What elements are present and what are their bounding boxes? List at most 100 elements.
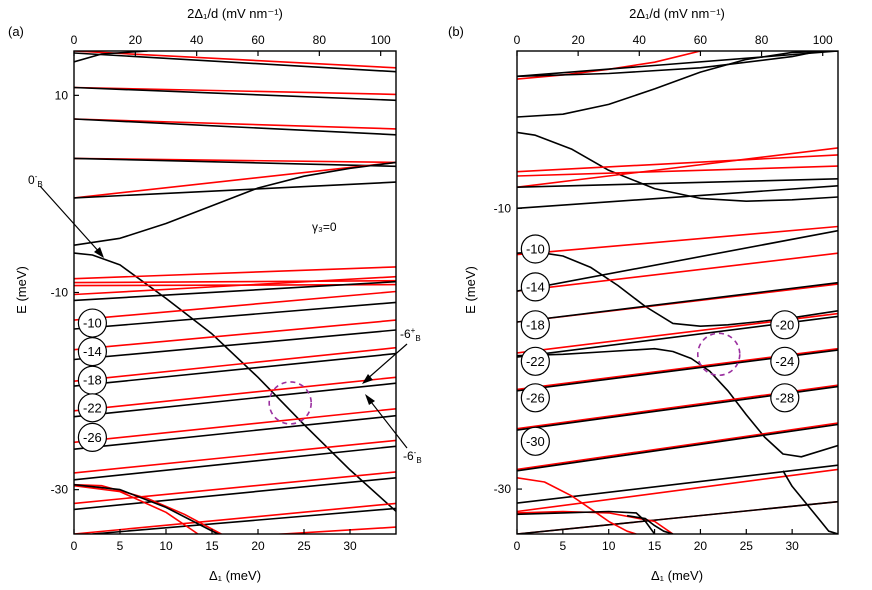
panel-a-x2tick-label: 100 — [371, 33, 391, 47]
panel-a-xtick-label: 30 — [343, 539, 357, 553]
panel-b-tag: (b) — [448, 24, 464, 39]
panel-b-x2tick-label: 100 — [813, 33, 833, 47]
panel-b-series-black-8 — [517, 178, 838, 188]
state-label-text: -18 — [83, 373, 102, 388]
panel-a-series-group — [74, 51, 396, 534]
panel-b-series-black-17 — [517, 347, 838, 458]
panel-a-series-red-32 — [74, 502, 396, 534]
panel-a-left-axis-label: E (meV) — [14, 266, 29, 314]
state-label-minus-22: -22 — [77, 393, 108, 423]
state-label-text: -18 — [526, 317, 545, 332]
panel-a-series-black-17 — [74, 280, 396, 302]
panel-a-series-black-2 — [74, 52, 396, 73]
panel-b-highlight-circle — [696, 332, 741, 377]
panel-a: (a) 2Δ₁/d (mV nm⁻¹) Δ₁ (meV) E (meV) γ₃=… — [8, 6, 422, 583]
panel-a-series-black-19 — [74, 301, 396, 330]
panel-b-series-black-9 — [517, 185, 838, 210]
panel-b-series-red-30 — [517, 510, 674, 534]
panel-a-gamma-annotation: γ₃=0 — [312, 220, 337, 234]
panel-a-ytick-label: 10 — [55, 88, 69, 102]
state-label-minus-14: -14 — [77, 337, 108, 367]
panel-a-frame — [73, 50, 397, 535]
state-label-text: -30 — [526, 434, 545, 449]
panel-b-x2tick-label: 0 — [514, 33, 521, 47]
panel-a-top-axis-label: 2Δ₁/d (mV nm⁻¹) — [187, 6, 283, 21]
panel-b-series-black-3 — [517, 51, 838, 118]
panel-a-series-red-14 — [74, 279, 396, 284]
panel-b-xtick-label: 10 — [602, 539, 616, 553]
state-label-minus-18: -18 — [520, 310, 550, 340]
panel-a-series-red-35 — [74, 483, 223, 534]
state-label-circle — [520, 310, 550, 340]
panel-a-series-black-21 — [74, 329, 396, 361]
panel-a-series-red-30 — [74, 471, 396, 505]
state-label-circle — [770, 383, 800, 413]
panel-a-series-red-13 — [74, 266, 396, 280]
panel-a-series-red-5 — [74, 118, 396, 130]
panel-a-xtick-label: 20 — [251, 539, 265, 553]
panel-b-ytick-label: -10 — [494, 201, 512, 215]
label-6plus-b: -6+B — [400, 326, 421, 343]
panel-a-series-red-16 — [74, 275, 396, 296]
state-label-minus-10: -10 — [520, 234, 550, 264]
panel-a-series-black-23 — [74, 352, 396, 387]
state-label-text: -22 — [83, 400, 102, 415]
state-label-text: -20 — [775, 317, 794, 332]
state-label-text: -26 — [83, 430, 102, 445]
arrow-0minus-b — [39, 185, 104, 258]
state-label-minus-24: -24 — [770, 346, 800, 376]
panel-a-series-red-34 — [270, 526, 396, 534]
panel-b-series-black-2 — [517, 51, 838, 78]
state-label-text: -10 — [83, 316, 102, 331]
state-label-circle — [77, 422, 108, 452]
state-label-minus-20: -20 — [770, 310, 800, 340]
state-label-text: -22 — [526, 354, 545, 369]
panel-a-state-labels: -10 -14 -18 -22 -26 — [77, 308, 108, 452]
panel-b-series-red-29 — [517, 477, 637, 534]
panel-a-x2tick-label: 40 — [190, 33, 204, 47]
label-0minus-b: 0-B — [28, 172, 43, 189]
panel-b-bottom-axis-label: Δ₁ (meV) — [651, 568, 703, 583]
panel-b-series-black-33 — [782, 470, 838, 534]
panel-b-series-black-11 — [517, 251, 838, 328]
panel-b-x2tick-label: 60 — [694, 33, 708, 47]
arrow-6minus-b — [365, 394, 408, 449]
state-label-circle — [520, 383, 550, 413]
panel-b-series-black-1 — [517, 51, 838, 78]
panel-a-xtick-label: 25 — [297, 539, 311, 553]
state-label-minus-10: -10 — [77, 308, 108, 338]
panel-b-xtick-label: 15 — [648, 539, 662, 553]
state-label-circle — [770, 346, 800, 376]
panel-a-series-red-24 — [74, 376, 396, 412]
state-label-text: -14 — [83, 344, 102, 359]
state-label-minus-26: -26 — [77, 422, 108, 452]
panel-b-series-group — [517, 51, 838, 534]
panel-a-xtick-label: 5 — [117, 539, 124, 553]
panel-a-series-red-26 — [74, 408, 396, 444]
panel-b-xtick-label: 30 — [785, 539, 799, 553]
panel-b-top-axis-label: 2Δ₁/d (mV nm⁻¹) — [629, 6, 725, 21]
state-label-text: -10 — [526, 241, 545, 256]
state-label-minus-26: -26 — [520, 383, 550, 413]
panel-a-series-red-22 — [74, 346, 396, 382]
panel-b-xtick-label: 25 — [740, 539, 754, 553]
panel-a-series-red-36 — [74, 484, 200, 534]
panel-a-x2tick-label: 80 — [313, 33, 327, 47]
panel-a-xtick-label: 0 — [71, 539, 78, 553]
panel-b-series-black-32 — [626, 514, 674, 534]
panel-b-series-black-4 — [517, 131, 838, 202]
state-label-text: -24 — [775, 354, 794, 369]
state-label-circle — [77, 393, 108, 423]
panel-b-series-black-31 — [517, 510, 656, 534]
panel-b-series-red-10 — [517, 225, 838, 256]
arrow-6plus-b — [362, 343, 408, 384]
panel-b-x2tick-label: 80 — [755, 33, 769, 47]
panel-b-series-black-28 — [517, 500, 838, 534]
state-label-circle — [520, 234, 550, 264]
panel-a-series-black-33 — [92, 507, 396, 534]
panel-a-series-black-29 — [74, 445, 396, 481]
panel-a-series-red-9 — [74, 161, 396, 199]
state-label-minus-22: -22 — [520, 346, 550, 376]
state-label-text: -14 — [526, 279, 545, 294]
panel-b-ytick-label: -30 — [494, 482, 512, 496]
